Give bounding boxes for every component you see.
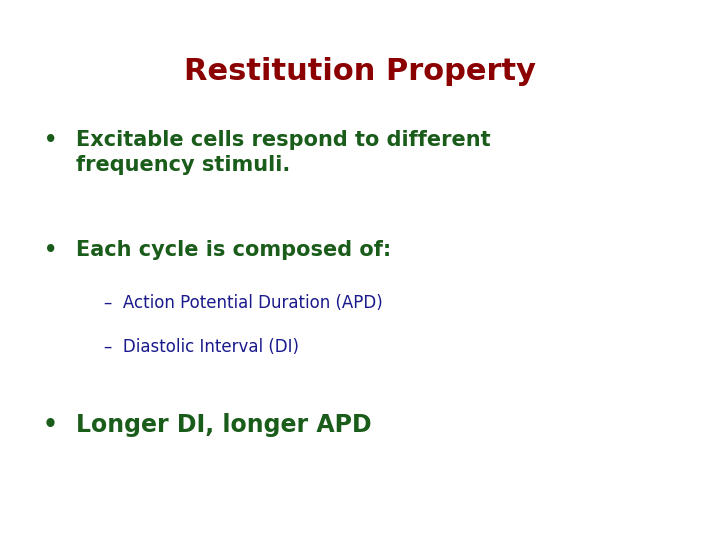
Text: Longer DI, longer APD: Longer DI, longer APD (76, 413, 372, 437)
Text: –  Action Potential Duration (APD): – Action Potential Duration (APD) (104, 294, 383, 312)
Text: •: • (44, 240, 57, 260)
Text: •: • (44, 130, 57, 150)
Text: •: • (43, 413, 58, 437)
Text: –  Diastolic Interval (DI): – Diastolic Interval (DI) (104, 338, 300, 355)
Text: Restitution Property: Restitution Property (184, 57, 536, 86)
Text: Each cycle is composed of:: Each cycle is composed of: (76, 240, 391, 260)
Text: Excitable cells respond to different
frequency stimuli.: Excitable cells respond to different fre… (76, 130, 490, 175)
